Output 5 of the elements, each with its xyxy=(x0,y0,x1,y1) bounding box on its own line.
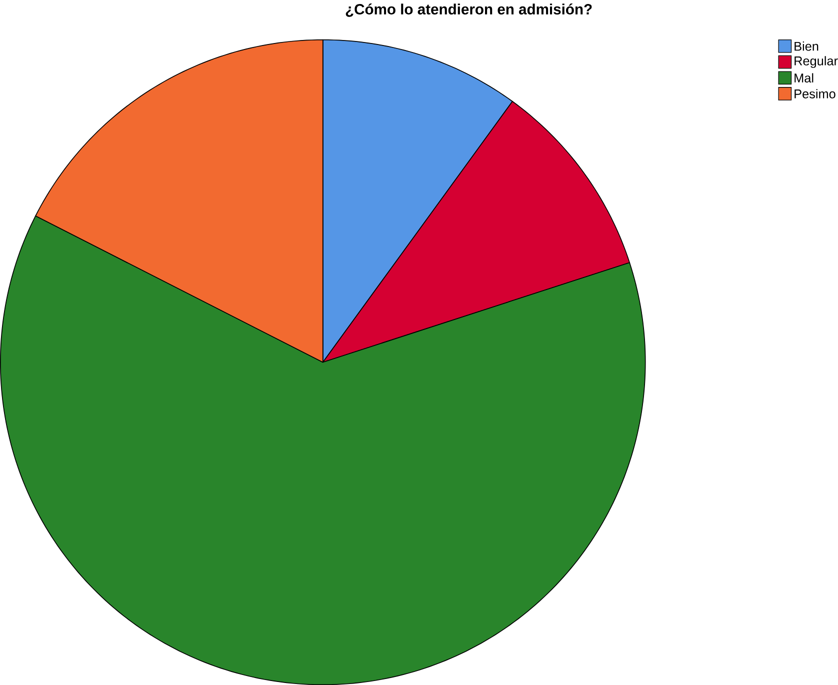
legend-label: Bien xyxy=(794,41,818,51)
legend-label: Pesimo xyxy=(794,89,836,98)
chart-title: ¿Cómo lo atendieron en admisión? xyxy=(346,3,592,17)
legend-label: Mal xyxy=(794,73,814,82)
legend-label: Regular xyxy=(794,56,838,68)
